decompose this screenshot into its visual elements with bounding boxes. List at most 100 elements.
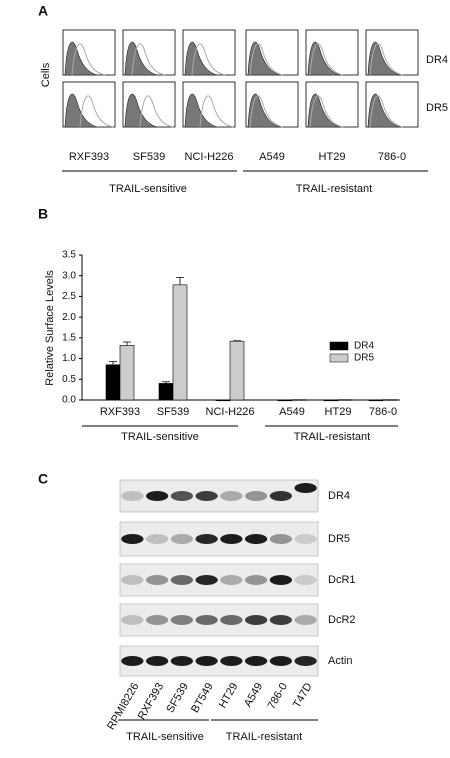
blot-band [121,575,144,585]
y-tick-label: 3.0 [62,270,76,281]
band-label: DR4 [328,490,350,502]
control-histogram [367,93,401,128]
error-bar [176,276,184,285]
row-label: DR5 [426,102,448,114]
legend-label: DR5 [354,353,374,364]
band-label: DcR2 [328,614,356,626]
row-label: DR4 [426,54,448,66]
blot-band [195,534,218,544]
y-tick-label: 1.0 [62,353,76,364]
stained-histogram [199,95,234,128]
group-label: TRAIL-resistant [294,431,370,443]
stained-histogram [309,43,344,76]
group-label: TRAIL-resistant [226,731,302,743]
blot-band [121,491,144,501]
panel-label: A [38,3,48,19]
blot-band [269,575,293,585]
stained-histogram [369,95,404,128]
panel-label: C [38,471,48,487]
blot-band [170,656,194,666]
blot-band [269,534,293,544]
blot-band [145,656,169,666]
blot-band [145,575,169,585]
blot-band [121,656,144,666]
group-label: TRAIL-sensitive [126,731,204,743]
cell-line-label: HT29 [319,151,346,163]
group-label: TRAIL-sensitive [121,431,199,443]
blot-band [195,575,218,585]
control-histogram [64,93,98,128]
lane-label: BT549 [189,681,216,715]
blot-band [244,491,268,501]
lane-label: RPMI8226 [105,681,141,732]
stained-histogram [71,43,106,76]
bar [368,399,384,402]
bar [172,284,188,401]
control-histogram [124,41,158,76]
legend-swatch [329,353,349,363]
cell-line-label: RXF393 [69,151,109,163]
blot-band [294,575,317,585]
blot-band [294,483,317,493]
bar [291,399,307,401]
blot-strip [119,521,319,557]
blot-band [145,534,169,544]
lane-label: 786-0 [266,681,290,711]
blot-band [220,615,243,625]
lane-label: SF539 [164,681,191,715]
y-tick-label: 3.5 [62,250,76,261]
blot-band [294,534,317,544]
blot-band [269,491,293,501]
stained-histogram [249,95,284,128]
lane-label: HT29 [217,681,241,710]
blot-band [145,615,169,625]
error-bar [109,361,117,365]
x-tick-label: RXF393 [100,406,140,418]
bar [277,399,293,402]
blot-band [170,491,194,501]
cell-line-label: A549 [259,151,285,163]
control-histogram [367,41,401,76]
x-tick-label: NCI-H226 [206,406,255,418]
blot-band [170,575,194,585]
blot-band [195,615,218,625]
stained-histogram [79,95,114,128]
blot-band [220,491,243,501]
y-tick-label: 0.5 [62,374,76,385]
y-tick-label: 2.5 [62,291,76,302]
group-label: TRAIL-resistant [296,183,372,195]
control-histogram [307,93,341,128]
blot-band [294,656,317,666]
stained-histogram [309,95,344,128]
lane-label: T47D [291,681,315,710]
control-histogram [184,41,218,76]
control-histogram [247,41,281,76]
blot-band [269,656,293,666]
blot-band [244,575,268,585]
cell-line-label: SF539 [133,151,165,163]
y-label: Cells [40,62,52,87]
band-label: DcR1 [328,574,356,586]
blot-band [220,575,243,585]
stained-histogram [139,95,174,128]
error-bar [162,381,170,384]
y-tick-label: 1.5 [62,332,76,343]
band-label: Actin [328,655,352,667]
legend-label: DR4 [354,341,374,352]
x-tick-label: SF539 [157,406,189,418]
control-histogram [184,93,218,128]
bar [337,399,353,401]
blot-band [220,534,243,544]
blot-band [121,534,144,544]
bar [119,345,135,401]
x-tick-label: 786-0 [369,406,397,418]
stained-histogram [191,43,226,76]
bar [215,399,231,402]
stained-histogram [131,43,166,76]
blot-band [121,615,144,625]
bar [105,364,121,401]
bar [158,383,174,401]
y-tick-label: 2.0 [62,312,76,323]
bar [229,340,245,401]
